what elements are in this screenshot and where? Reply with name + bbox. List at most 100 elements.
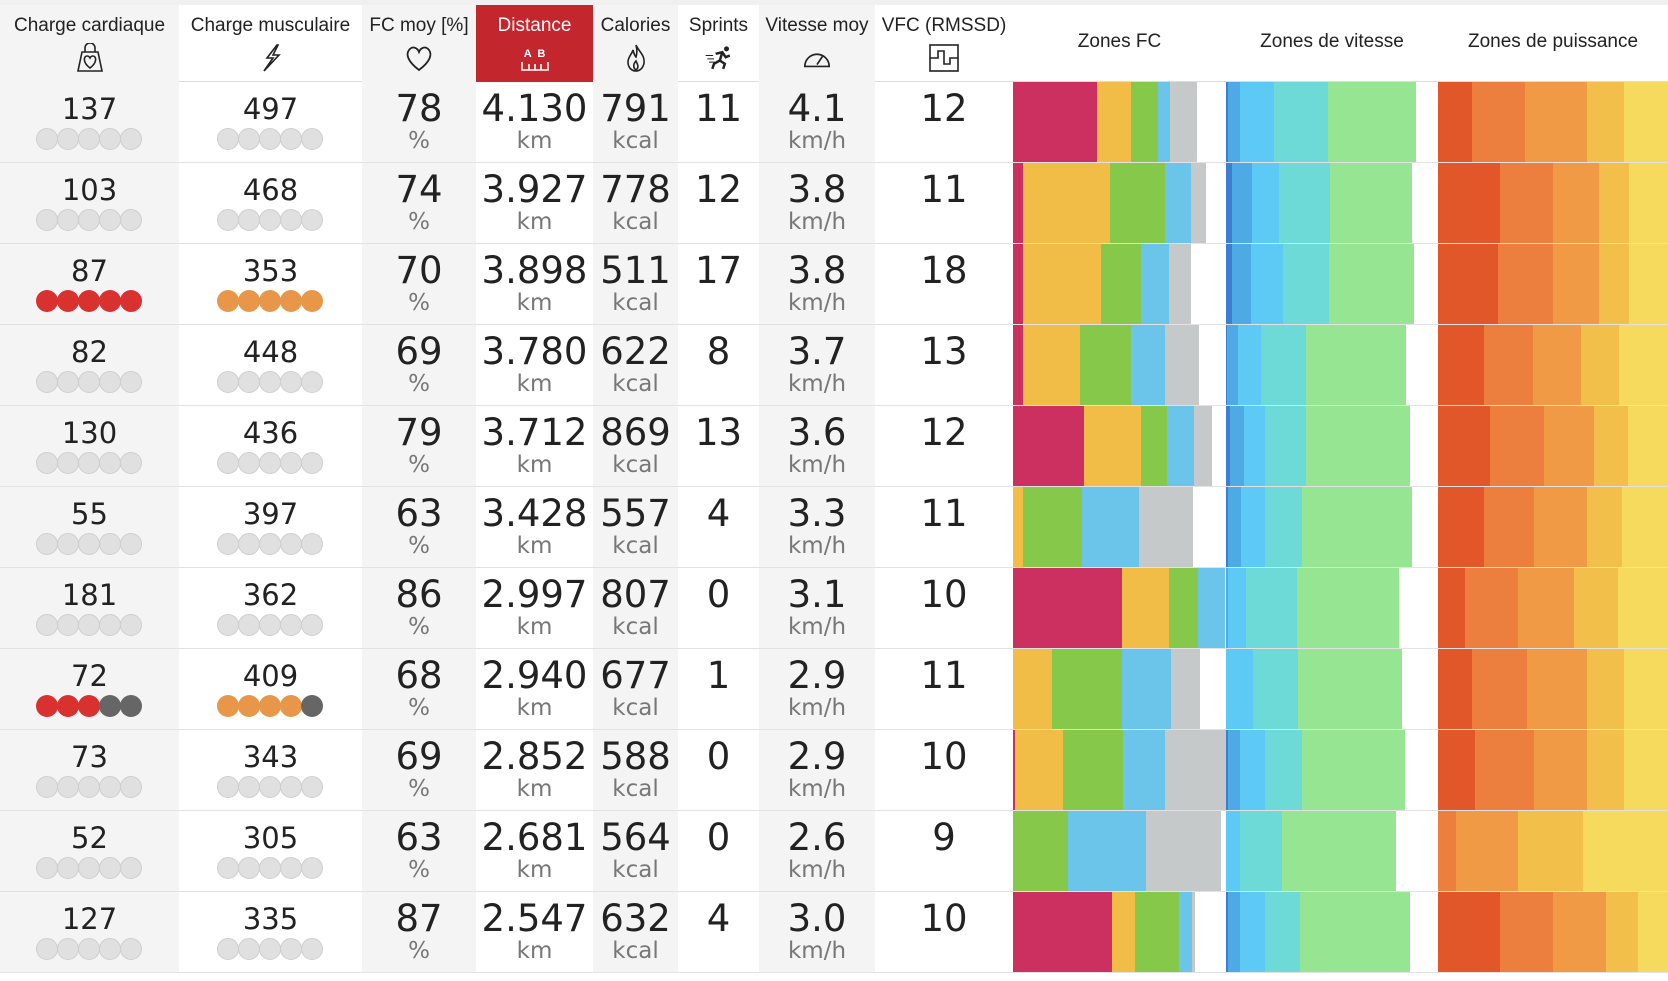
rating-dot <box>238 938 260 960</box>
rating-dot <box>217 452 239 474</box>
column-header-calories[interactable]: Calories <box>593 5 678 82</box>
column-label: FC moy [%] <box>369 15 469 36</box>
zone-segment-3 <box>1226 649 1254 729</box>
table-row[interactable]: 181 362 86 % 2.997 km 807 kcal 0 3.1 km/… <box>0 568 1668 649</box>
table-row[interactable]: 127 335 87 % 2.547 km 632 kcal 4 3.0 km/… <box>0 892 1668 973</box>
column-header-distance[interactable]: Distance A B <box>476 5 593 82</box>
zone-segment-5 <box>1302 730 1406 810</box>
muscle-load-cell: 397 <box>179 487 362 567</box>
sprints-cell: 13 <box>678 406 759 486</box>
zone-segment-3 <box>1552 163 1600 243</box>
distance-value: 2.852 <box>481 735 588 778</box>
column-header-hr-zones[interactable]: Zones FC <box>1013 5 1226 82</box>
zone-segment-5 <box>1306 406 1410 486</box>
sprints-value: 0 <box>706 816 731 859</box>
zone-segment-1 <box>1438 163 1500 243</box>
speed-value: 3.8 <box>787 168 847 211</box>
table-row[interactable]: 73 343 69 % 2.852 km 588 kcal 0 2.9 km/h… <box>0 730 1668 811</box>
zone-segment-5 <box>1302 487 1413 567</box>
zone-segment-2 <box>1228 730 1240 810</box>
speed-cell: 3.8 km/h <box>759 244 875 324</box>
muscle-load-rating <box>217 938 323 960</box>
zone-segment-3 <box>1141 406 1167 486</box>
column-header-sprints[interactable]: Sprints <box>678 5 759 82</box>
hr-zones-bar <box>1013 163 1226 243</box>
heart-load-value: 127 <box>61 902 118 936</box>
rating-dot <box>259 128 281 150</box>
calories-unit: kcal <box>612 533 659 559</box>
avg-hr-value: 63 <box>395 492 443 535</box>
muscle-load-cell: 353 <box>179 244 362 324</box>
table-row[interactable]: 82 448 69 % 3.780 km 622 kcal 8 3.7 km/h… <box>0 325 1668 406</box>
heart-load-rating <box>36 209 142 231</box>
zone-segment-2 <box>1499 163 1553 243</box>
column-header-avg-speed[interactable]: Vitesse moy <box>759 5 875 82</box>
zone-segment-5 <box>1617 568 1668 648</box>
speed-value: 3.1 <box>787 573 847 616</box>
table-row[interactable]: 103 468 74 % 3.927 km 778 kcal 12 3.8 km… <box>0 163 1668 244</box>
column-label: Vitesse moy <box>765 15 869 36</box>
zone-segment-4 <box>1587 730 1625 810</box>
table-row[interactable]: 130 436 79 % 3.712 km 869 kcal 13 3.6 km… <box>0 406 1668 487</box>
zone-segment-4 <box>1082 487 1139 567</box>
zone-segment-2 <box>1231 244 1252 324</box>
zone-segment-1 <box>1226 487 1229 567</box>
calories-cell: 564 kcal <box>593 811 678 891</box>
rating-dot <box>99 209 121 231</box>
table-row[interactable]: 55 397 63 % 3.428 km 557 kcal 4 3.3 km/h… <box>0 487 1668 568</box>
rating-dot <box>238 452 260 474</box>
zone-segment-5 <box>1281 811 1396 891</box>
hrv-value: 11 <box>920 168 968 211</box>
rating-dot <box>78 695 100 717</box>
column-header-avg-hr[interactable]: FC moy [%] <box>362 5 476 82</box>
calories-cell: 511 kcal <box>593 244 678 324</box>
rating-dot <box>217 209 239 231</box>
rating-dot <box>57 776 79 798</box>
rating-dot <box>120 938 142 960</box>
rating-dot <box>99 533 121 555</box>
rating-dot <box>259 452 281 474</box>
hrv-value: 18 <box>920 249 968 292</box>
muscle-load-rating <box>217 614 323 636</box>
heart-load-rating <box>36 857 142 879</box>
column-header-muscle-load[interactable]: Charge musculaire <box>179 5 362 82</box>
calories-cell: 632 kcal <box>593 892 678 972</box>
hr-zones-bar <box>1013 892 1226 972</box>
column-header-speed-zones[interactable]: Zones de vitesse <box>1226 5 1438 82</box>
muscle-load-value: 362 <box>242 578 299 612</box>
calories-cell: 869 kcal <box>593 406 678 486</box>
table-row[interactable]: 87 353 70 % 3.898 km 511 kcal 17 3.8 km/… <box>0 244 1668 325</box>
muscle-load-value: 436 <box>242 416 299 450</box>
calories-cell: 557 kcal <box>593 487 678 567</box>
zone-segment-1 <box>1226 244 1232 324</box>
calories-cell: 778 kcal <box>593 163 678 243</box>
calories-unit: kcal <box>612 695 659 721</box>
rating-dot <box>301 128 323 150</box>
rating-dot <box>99 371 121 393</box>
sprints-cell: 8 <box>678 325 759 405</box>
speed-zones-bar <box>1226 649 1438 729</box>
table-row[interactable]: 137 497 78 % 4.130 km 791 kcal 11 4.1 km… <box>0 82 1668 163</box>
table-row[interactable]: 52 305 63 % 2.681 km 564 kcal 0 2.6 km/h… <box>0 811 1668 892</box>
calories-value: 511 <box>600 249 671 292</box>
column-header-heart-load[interactable]: Charge cardiaque <box>0 5 179 82</box>
heart-load-cell: 130 <box>0 406 179 486</box>
rating-dot <box>259 695 281 717</box>
rating-dot <box>99 695 121 717</box>
rating-dot <box>57 938 79 960</box>
column-header-hrv[interactable]: VFC (RMSSD) <box>875 5 1013 82</box>
table-row[interactable]: 72 409 68 % 2.940 km 677 kcal 1 2.9 km/h… <box>0 649 1668 730</box>
column-header-power-zones[interactable]: Zones de puissance <box>1438 5 1668 82</box>
zone-segment-3 <box>1239 82 1275 162</box>
zone-segment-1 <box>1438 406 1491 486</box>
zone-segment-3 <box>1169 568 1198 648</box>
avg-hr-cell: 78 % <box>362 82 476 162</box>
calories-value: 807 <box>600 573 671 616</box>
rating-dot <box>78 776 100 798</box>
zone-segment-3 <box>1051 649 1123 729</box>
zone-segment-1 <box>1226 730 1229 810</box>
zone-segment-2 <box>1465 568 1519 648</box>
sprints-value: 12 <box>694 168 743 211</box>
distance-unit: km <box>516 533 553 559</box>
avg-hr-unit: % <box>408 128 430 154</box>
